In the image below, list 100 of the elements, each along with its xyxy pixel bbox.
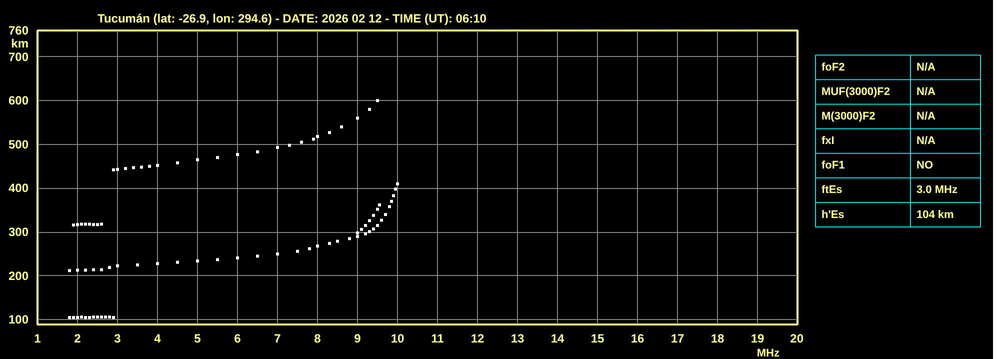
point [356, 231, 359, 234]
point [378, 203, 381, 206]
point [300, 140, 303, 144]
point [96, 316, 99, 319]
point [84, 268, 87, 272]
point [368, 108, 371, 111]
point [316, 135, 319, 138]
point [368, 219, 371, 222]
x-tick-label: 16 [630, 332, 644, 346]
point [104, 316, 107, 319]
x-tick-label: 7 [274, 332, 282, 346]
text: foF2 [822, 61, 845, 74]
y-tick-label: 100 [8, 312, 29, 327]
point [340, 125, 343, 128]
text: MUF(3000)F2 [822, 86, 890, 98]
y-tick-label: 600 [8, 94, 29, 108]
text: N/A [916, 86, 936, 98]
point [390, 200, 393, 203]
y-axis-title: km [11, 36, 28, 51]
point [76, 223, 79, 226]
x-tick-label: 20 [790, 332, 804, 346]
point [80, 316, 83, 319]
x-tick-label: 13 [510, 332, 524, 346]
point [288, 144, 291, 147]
text: N/A [916, 135, 936, 148]
point [376, 99, 379, 102]
point [156, 164, 159, 167]
point [140, 166, 143, 169]
point [236, 256, 239, 260]
x-tick-label: 19 [750, 332, 764, 346]
point [394, 188, 397, 191]
text: fxI [822, 135, 834, 148]
point [392, 194, 395, 198]
point [368, 230, 371, 234]
point [108, 316, 111, 319]
point [116, 168, 119, 171]
text: NO [916, 160, 934, 172]
point [388, 205, 391, 208]
text: ftEs [822, 184, 842, 196]
point [376, 208, 379, 211]
text: 3.0 MHz [916, 184, 958, 196]
x-tick-label: 3 [114, 332, 122, 346]
x-tick-label: 18 [710, 332, 724, 346]
point [328, 131, 331, 134]
point [148, 164, 151, 168]
point [72, 224, 75, 227]
point [316, 244, 319, 248]
point [72, 316, 75, 319]
x-tick-label: 14 [550, 332, 564, 346]
point [100, 268, 103, 272]
text: N/A [916, 110, 936, 122]
point [132, 166, 135, 170]
point [276, 146, 279, 149]
x-tick-label: 12 [470, 332, 484, 346]
point [364, 224, 367, 227]
y-tick-label: 400 [8, 181, 29, 196]
point [112, 316, 115, 319]
point [84, 222, 87, 226]
y-tick-label: 200 [8, 268, 29, 283]
point [216, 258, 219, 262]
chart-title: Tucumán (lat: -26.9, lon: 294.6) - DATE: 2026 02 12 - TIME (UT): 06:10 [98, 12, 487, 26]
x-tick-label: 2 [74, 332, 82, 346]
x-axis-title: MHz [756, 348, 780, 359]
point [156, 262, 159, 266]
point [176, 161, 179, 164]
point [76, 316, 79, 319]
point [308, 247, 311, 250]
point [96, 223, 99, 226]
point [216, 156, 219, 160]
point [92, 223, 95, 226]
point [376, 224, 379, 227]
point [296, 250, 299, 253]
point [124, 167, 127, 170]
text: M(3000)F2 [822, 110, 876, 122]
point [116, 264, 119, 268]
point [92, 268, 95, 272]
point [256, 150, 259, 154]
point [92, 316, 95, 319]
point [136, 263, 139, 266]
text: 104 km [916, 208, 954, 221]
point [196, 259, 199, 262]
x-tick-label: 4 [154, 332, 162, 346]
point [100, 222, 103, 226]
point [68, 316, 71, 319]
point [88, 222, 91, 226]
x-tick-label: 8 [314, 332, 322, 346]
point [68, 269, 71, 272]
text: foF1 [822, 160, 845, 172]
point [256, 254, 259, 258]
point [236, 152, 239, 156]
point [360, 228, 363, 231]
point [380, 218, 383, 222]
point [196, 158, 199, 162]
point [372, 214, 375, 217]
point [76, 268, 79, 272]
point [112, 168, 115, 172]
point [348, 237, 351, 240]
point [328, 242, 331, 245]
y-tick-label: 760 [8, 24, 29, 38]
point [276, 252, 279, 256]
